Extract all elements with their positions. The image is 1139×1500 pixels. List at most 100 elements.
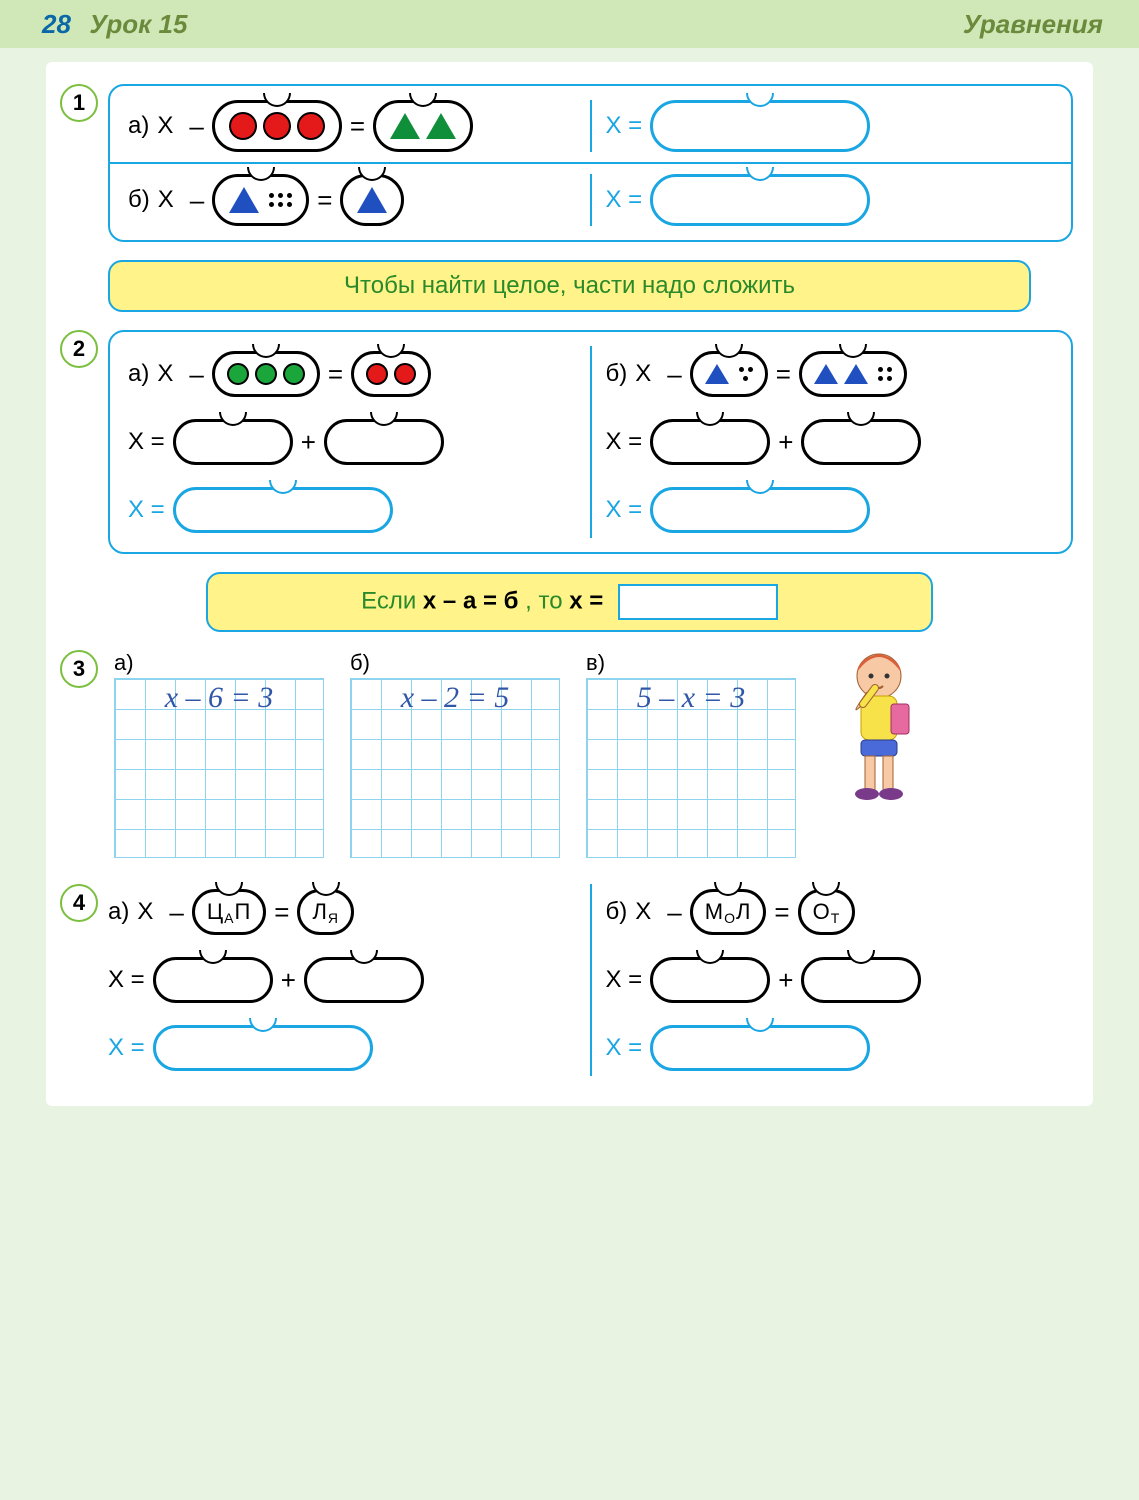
ex3-part-v: в) 5 – x = 3 [586,650,796,858]
answer-blank[interactable] [650,100,870,152]
green-circle-icon [255,363,277,385]
handwritten-equation: 5 – x = 3 [587,681,795,715]
child-illustration [822,644,932,819]
pill-2tri-green [373,100,473,152]
syllable-text: ЛЯ [312,899,339,926]
exercise-number-3: 3 [60,650,98,688]
exercise-2: 2 а) X – = [66,330,1073,554]
blue-triangle-icon [357,187,387,213]
vertical-separator [590,174,592,226]
exercise-number-1: 1 [60,84,98,122]
pill-1tri-blue [340,174,404,226]
var-x: X [157,360,173,388]
part-label-b: б) [606,360,628,388]
content-area: 1 а) X – = [46,62,1093,1106]
blank-pill[interactable] [650,957,770,1003]
horizontal-separator [110,162,1071,164]
rule-box-2: Если x – a = б , то x = [206,572,933,632]
ex3-row: а) x – 6 = 3 б) x – 2 = 5 в) 5 – x = 3 [114,650,1073,858]
pill-syllable: ЦАП [192,889,266,935]
part-label-a: а) [128,112,149,140]
var-x: X [635,360,651,388]
red-circle-icon [297,112,325,140]
x-equals-label: X = [606,1034,643,1062]
answer-blank[interactable] [650,487,870,533]
ex1-row-a: а) X – = [128,100,1053,152]
eq-op: = [350,111,365,142]
plus-op: + [281,965,296,996]
topic-title: Уравнения [963,9,1103,40]
vertical-separator [590,884,592,1076]
part-label-a: а) [114,650,324,676]
green-triangle-icon [426,113,456,139]
x-equals-label: X = [606,966,643,994]
x-equals-label: X = [128,428,165,456]
eq-op: = [776,359,791,390]
pill-2red [351,351,431,397]
vertical-separator [590,100,592,152]
exercise-1-box: а) X – = [108,84,1073,242]
minus-op: – [189,359,203,390]
grid-workspace[interactable]: x – 6 = 3 [114,678,324,858]
blank-pill[interactable] [173,419,293,465]
exercise-2-box: а) X – = [108,330,1073,554]
page-header: 28 Урок 15 Уравнения [0,0,1139,48]
minus-op: – [189,111,203,142]
blank-pill[interactable] [801,419,921,465]
syllable-text: ОТ [813,899,841,926]
green-circle-icon [283,363,305,385]
blank-pill[interactable] [304,957,424,1003]
blank-pill[interactable] [324,419,444,465]
var-x: X [157,112,173,140]
x-equals-label: X = [606,428,643,456]
answer-blank[interactable] [153,1025,373,1071]
part-label-b: б) [606,898,628,926]
blank-pill[interactable] [801,957,921,1003]
answer-blank[interactable] [650,1025,870,1071]
x-equals-label: X = [606,186,643,214]
ex2-col-a: а) X – = [128,346,576,538]
blank-pill[interactable] [153,957,273,1003]
handwritten-equation: x – 2 = 5 [351,681,559,715]
part-label-v: в) [586,650,796,676]
pill-3green [212,351,320,397]
syllable-text: МОЛ [705,899,752,926]
ex1-row-b: б) X – = X = [128,174,1053,226]
vertical-separator [590,346,592,538]
answer-blank[interactable] [173,487,393,533]
red-circle-icon [394,363,416,385]
ex4-col-b: б) X – МОЛ = ОТ X = [606,884,1074,1076]
x-equals-label: X = [128,496,165,524]
exercise-3: 3 а) x – 6 = 3 б) x – 2 = 5 в) [66,650,1073,858]
grid-workspace[interactable]: x – 2 = 5 [350,678,560,858]
part-label-b: б) [350,650,560,676]
x-equals-label: X = [108,966,145,994]
blank-pill[interactable] [650,419,770,465]
pill-3red [212,100,342,152]
rule2-blank[interactable] [618,584,778,620]
grid-workspace[interactable]: 5 – x = 3 [586,678,796,858]
three-dots-icon [739,367,753,381]
handwritten-equation: x – 6 = 3 [115,681,323,715]
minus-op: – [169,897,183,928]
answer-blank[interactable] [650,174,870,226]
pill-tri-dots [212,174,309,226]
exercise-number-4: 4 [60,884,98,922]
minus-op: – [190,185,204,216]
ex3-part-b: б) x – 2 = 5 [350,650,560,858]
eq-op: = [317,185,332,216]
ex2-col-b: б) X – = [606,346,1054,538]
plus-op: + [778,965,793,996]
part-label-a: а) [128,360,149,388]
page: 28 Урок 15 Уравнения 1 а) X – [0,0,1139,1500]
exercise-1: 1 а) X – = [66,84,1073,242]
part-label-b: б) [128,186,150,214]
blue-triangle-icon [814,364,838,384]
rule2-x: x = [569,587,610,614]
part-label-a: а) [108,898,129,926]
green-circle-icon [227,363,249,385]
ex3-part-a: а) x – 6 = 3 [114,650,324,858]
eq-op: = [274,897,289,928]
minus-op: – [667,897,681,928]
rule2-equation: x – a = б [423,587,519,614]
